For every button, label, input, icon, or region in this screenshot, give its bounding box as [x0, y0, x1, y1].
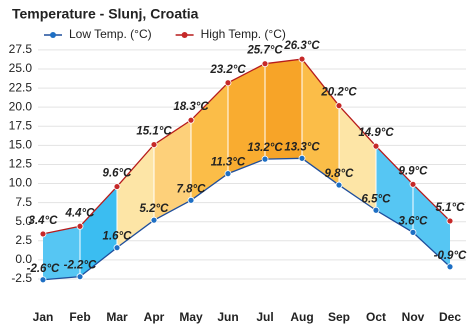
y-tick-label: 25.0 [9, 61, 33, 75]
x-tick-label: Aug [290, 310, 313, 324]
value-label: 3.6°C [399, 215, 429, 227]
data-point [187, 116, 195, 124]
range-band [117, 144, 154, 248]
value-label: 6.5°C [362, 193, 392, 205]
value-label: 11.3°C [211, 157, 246, 169]
value-label: 9.6°C [103, 168, 133, 180]
data-point [409, 180, 417, 188]
range-band [191, 82, 228, 201]
series-line [42, 157, 451, 281]
y-tick-label: 10.0 [9, 176, 33, 190]
y-tick-label: 15.0 [9, 138, 33, 152]
value-label: 13.2°C [247, 142, 283, 154]
value-label: 5.1°C [436, 202, 466, 214]
x-tick-label: Jan [33, 310, 54, 324]
value-label: 18.3°C [173, 101, 209, 113]
x-tick-label: Oct [366, 310, 386, 324]
range-band [265, 59, 302, 160]
value-label: 9.9°C [399, 165, 429, 177]
labels: -2.6°C -2.2°C1.6°C5.2°C7.8°C11.3°C13.2°C 1… [27, 40, 467, 275]
legend-label: High Temp. (°C) [201, 27, 286, 41]
bands [43, 59, 450, 280]
value-label: -2.6°C [27, 263, 60, 275]
data-point [224, 79, 232, 87]
legend-marker [50, 32, 56, 38]
value-label: 25.7°C [246, 45, 283, 57]
data-point [409, 228, 417, 236]
y-tick-label: -2.5 [11, 271, 32, 285]
range-band [376, 146, 413, 233]
legend-marker [181, 32, 188, 38]
y-tick-label: 5.0 [15, 214, 32, 228]
value-label: -2.2°C [64, 260, 97, 272]
value-label: 23.2°C [209, 64, 246, 76]
value-label: 9.8°C [325, 168, 355, 180]
data-point [261, 155, 269, 163]
y-tick-label: 7.5 [15, 195, 32, 209]
data-point [76, 273, 84, 281]
y-tick-label: 0.0 [15, 252, 32, 266]
value-label: 1.6°C [103, 231, 133, 243]
y-tick-label: 20.0 [9, 99, 33, 113]
value-label: 15.1°C [136, 126, 172, 138]
legend-label: Low Temp. (°C) [69, 27, 152, 41]
data-point [298, 55, 306, 63]
x-tick-label: Apr [144, 310, 165, 324]
data-point [187, 196, 195, 204]
value-label: 5.2°C [140, 203, 170, 215]
range-band [339, 105, 376, 211]
data-point [335, 102, 343, 110]
value-label: 13.3°C [284, 141, 320, 153]
data-point [76, 222, 84, 230]
y-tick-label: 22.5 [9, 80, 33, 94]
value-label: 20.2°C [320, 87, 357, 99]
range-band [43, 226, 80, 280]
x-tick-label: May [179, 310, 203, 324]
x-tick-label: Nov [402, 310, 425, 324]
value-label: 3.4°C [29, 215, 59, 227]
data-point [39, 276, 47, 284]
value-label: 7.8°C [177, 183, 207, 195]
series-line [42, 58, 451, 235]
data-point [298, 154, 306, 162]
x-tick-label: Jul [256, 310, 273, 324]
data-point [446, 217, 454, 225]
value-label: 4.4°C [65, 207, 96, 219]
data-point [113, 183, 121, 190]
value-label: 14.9°C [358, 127, 394, 139]
y-tick-label: 17.5 [9, 118, 33, 132]
data-point [335, 181, 343, 189]
x-tick-label: Feb [69, 310, 90, 324]
value-label: 26.3°C [283, 40, 320, 52]
data-point [372, 142, 380, 150]
data-point [39, 230, 47, 238]
value-label: -0.9°C [434, 250, 467, 262]
chart-title: Temperature - Slunj, Croatia [12, 6, 199, 22]
range-band [413, 184, 450, 267]
x-tick-label: Mar [106, 310, 128, 324]
range-band [302, 59, 339, 186]
data-point [113, 244, 121, 252]
data-point [372, 206, 380, 214]
data-point [150, 216, 158, 224]
data-point [446, 263, 454, 271]
y-tick-label: 2.5 [15, 233, 32, 247]
x-tick-label: Jun [217, 310, 238, 324]
lines [39, 55, 454, 284]
x-tick-label: Sep [328, 310, 350, 324]
range-band [154, 120, 191, 221]
data-point [261, 60, 269, 68]
range-band [228, 63, 265, 174]
y-tick-label: 27.5 [9, 42, 33, 56]
data-point [150, 141, 158, 148]
y-tick-label: 12.5 [9, 157, 33, 171]
x-tick-label: Dec [439, 310, 461, 324]
data-point [224, 170, 232, 178]
